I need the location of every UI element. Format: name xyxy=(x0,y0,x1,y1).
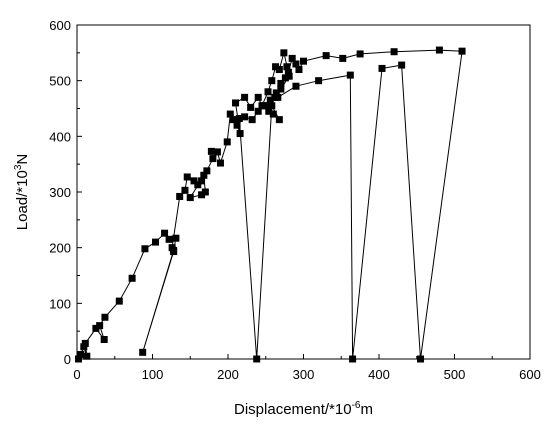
data-point-marker xyxy=(378,64,386,72)
data-point-marker xyxy=(198,177,206,185)
data-point-marker xyxy=(201,188,209,196)
data-point-marker xyxy=(115,297,123,305)
x-tick-label: 500 xyxy=(444,367,466,382)
x-tick-label: 200 xyxy=(217,367,239,382)
x-tick-label: 600 xyxy=(519,367,541,382)
data-point-marker xyxy=(209,155,217,163)
y-tick-label: 500 xyxy=(49,74,71,89)
data-point-marker xyxy=(213,148,221,156)
y-tick-label: 300 xyxy=(49,185,71,200)
data-point-marker xyxy=(266,96,274,104)
data-point-marker xyxy=(152,238,160,246)
data-point-marker xyxy=(288,54,296,62)
data-point-marker xyxy=(241,113,249,121)
data-point-marker xyxy=(186,194,194,202)
data-point-marker xyxy=(277,85,285,93)
data-point-marker xyxy=(236,130,244,138)
data-point-marker xyxy=(269,110,277,118)
data-point-marker xyxy=(194,181,202,189)
data-point-marker xyxy=(233,121,241,129)
y-axis-label: Load/*103N xyxy=(13,154,31,230)
data-point-marker xyxy=(277,79,285,87)
y-tick-label: 0 xyxy=(64,352,71,367)
data-point-marker xyxy=(176,192,184,200)
data-point-marker xyxy=(275,116,283,124)
x-tick-label: 400 xyxy=(368,367,390,382)
data-point-marker xyxy=(275,66,283,74)
data-point-marker xyxy=(168,244,176,252)
data-point-marker xyxy=(295,66,303,74)
y-tick-label: 400 xyxy=(49,129,71,144)
data-point-marker xyxy=(346,71,354,79)
data-point-marker xyxy=(292,82,300,90)
data-point-marker xyxy=(280,49,288,57)
data-point-marker xyxy=(315,77,323,85)
data-point-marker xyxy=(207,147,215,155)
data-point-marker xyxy=(300,57,307,65)
data-point-marker xyxy=(271,93,279,101)
data-point-marker xyxy=(283,63,291,71)
data-point-marker xyxy=(226,110,234,118)
data-point-marker xyxy=(248,116,256,124)
data-point-marker xyxy=(458,47,466,55)
x-axis-label: Displacement/*10-6m xyxy=(234,400,373,418)
data-point-marker xyxy=(183,173,191,181)
data-point-marker xyxy=(339,54,347,62)
data-point-marker xyxy=(101,313,109,321)
data-point-marker xyxy=(198,191,206,199)
data-point-marker xyxy=(96,322,104,330)
data-point-marker xyxy=(229,116,237,124)
data-point-marker xyxy=(128,274,136,282)
y-axis-label-group: Load/*103N xyxy=(13,154,31,230)
labels-layer: 0 100 200 300 400 500 600 0 100 200 300 400 500 600 Di… xyxy=(13,18,541,418)
data-point-marker xyxy=(254,107,262,115)
y-tick-label: 600 xyxy=(49,18,71,33)
x-tick-label: 100 xyxy=(142,367,164,382)
data-point-marker xyxy=(81,339,89,347)
data-point-marker xyxy=(265,107,273,115)
data-point-marker xyxy=(285,72,293,80)
ticks-layer xyxy=(76,24,531,360)
data-point-marker xyxy=(254,93,262,101)
data-point-marker xyxy=(272,89,280,97)
data-point-marker xyxy=(190,177,198,185)
data-point-marker xyxy=(284,68,292,76)
data-point-marker xyxy=(241,93,249,101)
data-point-marker xyxy=(292,60,300,68)
data-point-marker xyxy=(268,102,276,110)
data-point-marker xyxy=(139,348,147,356)
y-tick-label: 100 xyxy=(49,296,71,311)
data-point-marker xyxy=(262,102,270,110)
data-point-marker xyxy=(232,99,240,107)
x-tick-label: 0 xyxy=(73,367,80,382)
data-point-marker xyxy=(181,186,189,194)
data-point-marker xyxy=(223,138,231,146)
data-point-marker xyxy=(141,245,149,253)
data-point-marker xyxy=(264,88,272,96)
data-point-marker xyxy=(216,159,224,167)
data-point-marker xyxy=(165,235,173,243)
data-point-marker xyxy=(390,48,398,56)
data-point-marker xyxy=(170,248,178,256)
data-point-marker xyxy=(398,61,406,69)
data-point-marker xyxy=(268,77,276,85)
data-point-marker xyxy=(203,167,211,175)
data-point-marker xyxy=(356,50,364,58)
data-point-marker xyxy=(77,351,85,359)
data-point-marker xyxy=(272,63,280,71)
data-point-marker xyxy=(100,336,108,344)
data-point-marker xyxy=(247,103,255,111)
data-point-marker xyxy=(83,352,91,360)
data-point-marker xyxy=(161,229,169,237)
data-point-marker xyxy=(92,324,100,332)
data-point-marker xyxy=(322,52,330,60)
x-tick-label: 300 xyxy=(293,367,315,382)
data-point-marker xyxy=(435,46,443,54)
data-point-marker xyxy=(200,171,208,179)
y-tick-label: 200 xyxy=(49,241,71,256)
data-point-marker xyxy=(281,74,289,82)
data-point-marker xyxy=(172,234,180,242)
data-point-marker xyxy=(235,115,243,123)
